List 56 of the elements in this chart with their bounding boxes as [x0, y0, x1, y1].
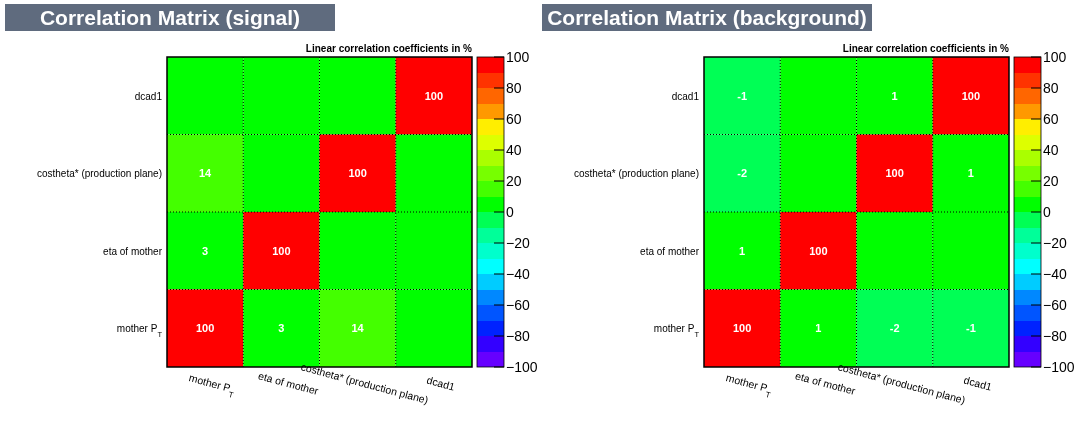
color-bar-label: −80	[506, 328, 530, 344]
color-bar-label: 0	[1043, 204, 1051, 220]
color-bar-label: 80	[506, 80, 522, 96]
y-tick-label: dcad1	[134, 90, 163, 102]
y-tick-label: eta of mother	[103, 245, 163, 257]
data-label: -1	[965, 322, 976, 335]
data-label: 100	[195, 322, 215, 335]
data-label: 1	[891, 89, 898, 102]
y-tick-label: dcad1	[671, 90, 700, 102]
color-bar-label: 40	[1043, 142, 1059, 158]
color-bar-title: Linear correlation coefficients in %	[305, 43, 473, 54]
chart-title: Correlation Matrix (background)	[547, 6, 867, 29]
color-bar-label: 20	[506, 173, 522, 189]
color-bar-label: 100	[506, 49, 530, 65]
data-label: -2	[737, 167, 748, 180]
color-bar-label: 20	[1043, 173, 1059, 189]
data-label: 3	[202, 244, 209, 257]
color-bar-label: −40	[506, 266, 530, 282]
data-label: 100	[424, 89, 444, 102]
data-label: 1	[739, 244, 746, 257]
color-bar-title: Linear correlation coefficients in %	[842, 43, 1010, 54]
color-bar-label: −80	[1043, 328, 1067, 344]
color-bar-label: 80	[1043, 80, 1059, 96]
data-label: 100	[348, 167, 367, 180]
chart-title: Correlation Matrix (signal)	[39, 6, 301, 29]
color-bar-label: 60	[506, 111, 522, 127]
data-label: 14	[351, 322, 365, 335]
data-label: 3	[278, 322, 285, 335]
color-bar-label: −100	[506, 359, 538, 375]
color-bar-label: 0	[506, 204, 514, 220]
data-label: 100	[272, 244, 291, 257]
y-tick-label: mother P$_{T}$	[116, 323, 163, 339]
data-label: 100	[961, 89, 981, 102]
color-bar-label: −20	[1043, 235, 1067, 251]
color-bar-label: −20	[506, 235, 530, 251]
x-tick-label: dcad1	[962, 373, 994, 393]
data-label: 100	[809, 244, 828, 257]
color-bar-label: −60	[506, 297, 530, 313]
color-bar-label: −40	[1043, 266, 1067, 282]
color-bar-label: 60	[1043, 111, 1059, 127]
data-label: 1	[815, 322, 822, 335]
color-bar-label: −100	[1043, 359, 1075, 375]
color-bar-label: 100	[1043, 49, 1067, 65]
data-label: -1	[737, 89, 748, 102]
data-label: 14	[199, 167, 213, 180]
data-label: 100	[732, 322, 752, 335]
y-tick-label: mother P$_{T}$	[653, 323, 700, 339]
data-label: 100	[885, 167, 904, 180]
color-bar-label: −60	[1043, 297, 1067, 313]
data-label: 1	[967, 167, 974, 180]
color-bar-label: 40	[506, 142, 522, 158]
y-tick-label: costheta* (production plane)	[573, 168, 699, 180]
y-tick-label: costheta* (production plane)	[36, 168, 162, 180]
data-label: -2	[889, 322, 900, 335]
x-tick-label: dcad1	[425, 373, 457, 393]
y-tick-label: eta of mother	[640, 245, 700, 257]
